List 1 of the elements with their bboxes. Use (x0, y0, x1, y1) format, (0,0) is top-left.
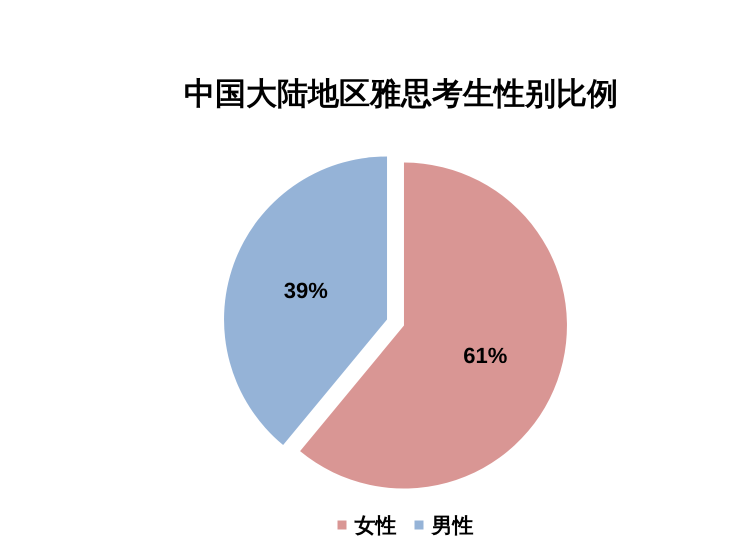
title: 中国大陆地区雅思考生性别比例 (184, 76, 618, 111)
